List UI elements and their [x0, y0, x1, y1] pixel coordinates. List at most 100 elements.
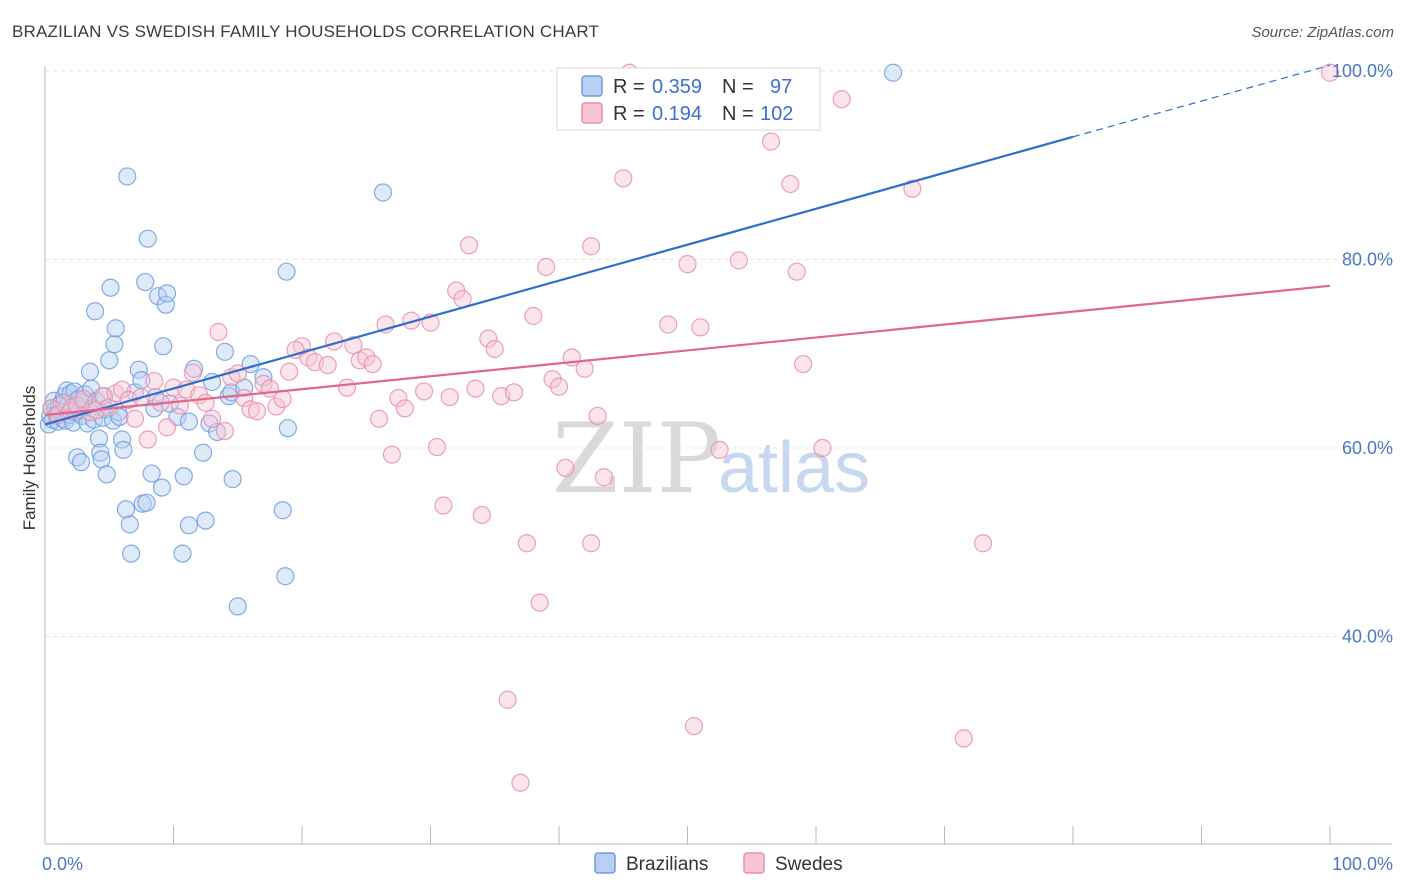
brazilian-point	[106, 319, 125, 338]
swede-point	[511, 773, 530, 792]
brazilians-r-value: 0.359	[652, 76, 702, 98]
swede-point	[472, 505, 491, 525]
swede-point	[370, 409, 389, 428]
brazilian-point	[276, 567, 295, 586]
x-tick-label: 0.0%	[42, 854, 83, 874]
brazilian-point	[278, 419, 297, 438]
brazilian-point	[97, 465, 116, 484]
swede-point	[813, 438, 832, 458]
swede-point	[440, 387, 459, 407]
brazilian-point	[883, 63, 903, 82]
brazilian-point	[138, 229, 157, 248]
swede-point	[112, 380, 132, 399]
swede-point	[954, 729, 973, 748]
swede-point	[684, 717, 704, 736]
swede-point	[517, 534, 536, 553]
brazilian-point	[114, 440, 133, 459]
swede-point	[202, 409, 222, 428]
swede-point	[125, 409, 145, 428]
swede-point	[761, 132, 781, 151]
brazilian-point	[101, 278, 120, 297]
swede-point	[530, 593, 549, 612]
brazilian-point	[92, 450, 111, 469]
swede-point	[832, 90, 851, 109]
brazilian-point	[91, 443, 110, 462]
brazilian-point	[179, 412, 199, 431]
y-tick-label: 60.0%	[1342, 438, 1393, 458]
brazilian-point	[121, 544, 141, 563]
swede-point	[903, 179, 922, 198]
swede-point	[241, 400, 260, 419]
brazilians-n-label: N =	[722, 76, 754, 98]
watermark: ZIP atlas	[552, 403, 870, 515]
swedes-n-label: N =	[722, 103, 754, 125]
swede-point	[659, 315, 678, 334]
swede-point	[434, 496, 453, 515]
grid-lines	[45, 70, 1392, 638]
swede-point	[267, 397, 286, 416]
swedes-r-value: 0.194	[652, 103, 702, 125]
brazilian-point	[193, 443, 213, 462]
y-axis-label: Family Households	[20, 386, 39, 531]
swede-point	[459, 236, 479, 255]
swede-point	[337, 378, 357, 397]
brazilian-point	[142, 464, 161, 483]
brazilian-point	[223, 470, 242, 489]
swede-point	[318, 355, 337, 375]
legend-swedes-swatch	[743, 852, 765, 874]
brazilian-point	[80, 362, 100, 381]
swede-point	[215, 421, 234, 441]
swedes-trend-line	[44, 284, 1331, 417]
y-tick-label: 100.0%	[1332, 61, 1393, 81]
swedes-stats-swatch	[581, 102, 603, 124]
watermark-atlas: atlas	[718, 428, 870, 508]
swede-point	[556, 458, 575, 477]
swede-point	[498, 690, 517, 709]
brazilians-trend-extension	[1072, 64, 1331, 138]
swede-point	[196, 393, 215, 412]
swede-point	[537, 257, 556, 277]
swede-point	[594, 468, 614, 487]
swede-point	[382, 445, 402, 464]
y-tick-labels: 40.0% 60.0% 80.0% 100.0%	[1332, 61, 1393, 647]
swede-point	[710, 440, 729, 459]
swede-point	[614, 169, 633, 188]
brazilian-point	[157, 284, 177, 303]
legend-brazilians-label: Brazilians	[626, 854, 708, 875]
brazilian-point	[273, 501, 292, 520]
brazilians-n-value: 97	[770, 76, 792, 98]
brazilian-point	[120, 515, 139, 534]
swede-point	[138, 430, 157, 449]
swede-point	[427, 437, 447, 457]
swede-point	[280, 362, 299, 381]
swede-point	[582, 534, 601, 553]
data-points	[39, 63, 1340, 792]
brazilian-point	[100, 351, 119, 370]
swede-point	[973, 534, 993, 553]
brazilian-point	[215, 342, 234, 361]
chart-source: Source: ZipAtlas.com	[1251, 24, 1394, 41]
watermark-zip: ZIP	[552, 403, 721, 515]
swede-point	[575, 359, 594, 378]
swede-point	[479, 329, 498, 348]
swede-point	[344, 336, 363, 355]
swedes-r-label: R =	[613, 103, 645, 125]
swede-point	[582, 237, 601, 256]
swede-point	[485, 339, 504, 359]
swede-point	[363, 354, 382, 374]
brazilian-point	[174, 467, 193, 486]
y-tick-label: 40.0%	[1342, 627, 1393, 647]
brazilian-point	[254, 368, 273, 387]
brazilian-point	[137, 493, 156, 512]
swede-point	[389, 388, 408, 408]
brazilian-point	[116, 500, 136, 519]
swede-point	[524, 306, 543, 326]
swede-point	[157, 418, 177, 437]
series-brazilians	[39, 63, 903, 616]
swede-point	[678, 255, 697, 274]
swede-point	[357, 348, 376, 367]
swede-point	[183, 363, 202, 382]
chart-title: BRAZILIAN VS SWEDISH FAMILY HOUSEHOLDS C…	[12, 22, 600, 41]
swede-point	[504, 383, 524, 402]
